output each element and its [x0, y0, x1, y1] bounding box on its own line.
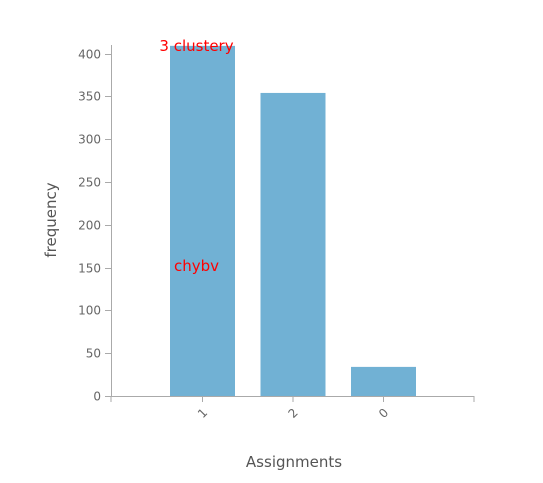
- y-tick-label-150: 150: [78, 262, 101, 276]
- y-axis-title: frequency: [42, 182, 60, 257]
- bars-group: [170, 45, 416, 396]
- y-tick-label-350: 350: [78, 90, 101, 104]
- y-tick-label-0: 0: [93, 390, 101, 404]
- x-axis-title: Assignments: [246, 453, 342, 471]
- y-tick-label-250: 250: [78, 176, 101, 190]
- x-tick-label-2: 2: [286, 406, 301, 421]
- y-tick-label-50: 50: [86, 347, 101, 361]
- annotation-0: 3 clustery: [159, 37, 233, 55]
- x-axis: 1 2 0: [110, 396, 475, 421]
- x-tick-label-1: 1: [195, 406, 210, 421]
- y-tick-label-100: 100: [78, 304, 101, 318]
- bar-1: [170, 45, 235, 396]
- annotation-1: chybv: [174, 257, 219, 275]
- bar-0: [351, 366, 416, 396]
- bar-2: [260, 92, 326, 396]
- y-tick-label-200: 200: [78, 219, 101, 233]
- x-tick-label-0: 0: [376, 406, 391, 421]
- y-tick-label-400: 400: [78, 48, 101, 62]
- y-tick-label-300: 300: [78, 133, 101, 147]
- y-axis: 0 50 100 150 200 250 300 350 400: [78, 45, 112, 404]
- annotations-group: 3 clustery chybv: [159, 37, 233, 275]
